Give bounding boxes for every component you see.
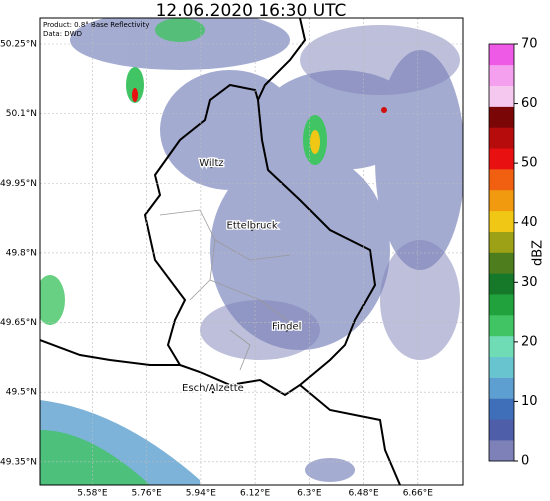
colorbar-segment bbox=[489, 106, 514, 128]
y-tick-label: 50.1°N bbox=[6, 109, 37, 119]
colorbar-segment bbox=[489, 335, 514, 358]
city-label: Esch/Alzette bbox=[182, 383, 244, 394]
city-marker bbox=[210, 165, 213, 169]
y-tick-label: 49.35°N bbox=[0, 457, 37, 467]
colorbar-tick-label: 70 bbox=[521, 37, 538, 52]
colorbar-segment bbox=[489, 231, 514, 253]
x-tick-label: 5.58°E bbox=[77, 489, 108, 499]
radar-echoes bbox=[40, 18, 463, 485]
colorbar-segment bbox=[489, 189, 514, 212]
colorbar-segment bbox=[489, 377, 514, 399]
colorbar-segment bbox=[489, 44, 514, 66]
colorbar-segment bbox=[489, 440, 514, 462]
colorbar-segment bbox=[489, 210, 514, 232]
colorbar-segment bbox=[489, 252, 514, 274]
x-tick-label: 6.66°E bbox=[403, 489, 434, 499]
city-marker bbox=[285, 329, 288, 332]
x-tick-label: 5.94°E bbox=[186, 489, 217, 499]
y-tick-label: 49.95°N bbox=[0, 179, 37, 189]
x-tick-label: 6.3°E bbox=[297, 489, 322, 499]
city-label: Findel bbox=[272, 321, 301, 332]
colorbar-segment bbox=[489, 315, 514, 337]
colorbar-segment bbox=[489, 64, 514, 86]
colorbar-segment bbox=[489, 294, 514, 316]
source-label: Data: DWD bbox=[43, 30, 82, 38]
colorbar-segment bbox=[489, 273, 514, 295]
colorbar-tick-label: 30 bbox=[521, 275, 538, 290]
colorbar-segment bbox=[489, 148, 514, 170]
city-label: Ettelbruck bbox=[227, 221, 278, 232]
colorbar-frame bbox=[488, 43, 515, 462]
colorbar-tick-label: 60 bbox=[521, 96, 538, 111]
colorbar-tick-label: 50 bbox=[521, 156, 538, 171]
colorbar-segment bbox=[489, 169, 514, 191]
y-tick-label: 49.5°N bbox=[6, 388, 37, 398]
colorbar-label: dBZ bbox=[531, 240, 546, 266]
colorbar-segment bbox=[489, 85, 514, 107]
colorbar-tick-label: 10 bbox=[521, 394, 538, 409]
product-label: Product: 0.8° Base Reflectivity bbox=[43, 21, 149, 29]
map-frame bbox=[39, 17, 464, 486]
colorbar-segment bbox=[489, 419, 514, 441]
x-tick-label: 6.48°E bbox=[348, 489, 379, 499]
x-tick-label: 5.76°E bbox=[132, 489, 163, 499]
colorbar-tick-label: 0 bbox=[521, 454, 529, 469]
colorbar-tick-label: 20 bbox=[521, 334, 538, 349]
colorbar-tick-label: 40 bbox=[521, 215, 538, 230]
radar-site bbox=[381, 107, 387, 113]
colorbar-segment bbox=[489, 127, 514, 149]
city-marker bbox=[211, 390, 215, 394]
y-tick-label: 49.65°N bbox=[0, 318, 37, 328]
city-label: Wiltz bbox=[199, 158, 223, 169]
y-tick-label: 49.8°N bbox=[6, 248, 37, 258]
city-marker bbox=[250, 228, 254, 231]
map-title: 12.06.2020 16:30 UTC bbox=[156, 1, 347, 21]
colorbar-segment bbox=[489, 356, 514, 378]
x-tick-label: 6.12°E bbox=[240, 489, 271, 499]
district-borders bbox=[159, 209, 301, 371]
y-tick-label: 50.25°N bbox=[0, 39, 37, 49]
colorbar-segment bbox=[489, 398, 514, 420]
